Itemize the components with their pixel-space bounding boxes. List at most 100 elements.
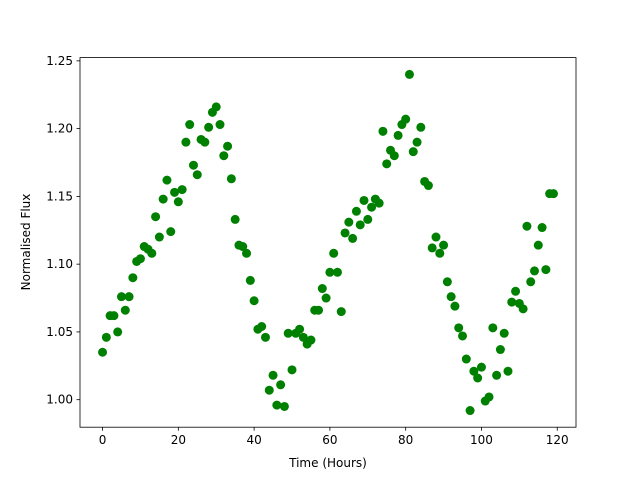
point xyxy=(147,248,157,258)
point xyxy=(408,147,418,157)
point xyxy=(166,227,176,237)
point xyxy=(200,137,210,147)
point xyxy=(404,69,414,79)
point xyxy=(416,122,426,132)
point xyxy=(450,301,460,311)
point xyxy=(154,232,164,242)
point xyxy=(158,194,168,204)
point xyxy=(230,214,240,224)
y-tick-label: 1.05 xyxy=(46,325,73,339)
point xyxy=(188,160,198,170)
x-axis-label: Time (Hours) xyxy=(288,456,367,470)
point xyxy=(469,366,479,376)
point xyxy=(272,400,282,410)
point xyxy=(374,198,384,208)
point xyxy=(499,328,509,338)
y-tick-label: 1.20 xyxy=(46,122,73,136)
point xyxy=(249,296,259,306)
point xyxy=(185,120,195,130)
point xyxy=(170,187,180,197)
point xyxy=(245,275,255,285)
point xyxy=(177,185,187,195)
point xyxy=(442,277,452,287)
point xyxy=(348,233,358,243)
x-tick-label: 0 xyxy=(99,433,107,447)
y-tick-label: 1.00 xyxy=(46,393,73,407)
point xyxy=(279,401,289,411)
point xyxy=(359,195,369,205)
point xyxy=(101,332,111,342)
point xyxy=(264,385,274,395)
point xyxy=(336,307,346,317)
point xyxy=(492,370,502,380)
point xyxy=(238,242,248,252)
point xyxy=(340,228,350,238)
point xyxy=(401,114,411,124)
point xyxy=(503,366,513,376)
point xyxy=(495,345,505,355)
x-tick-label: 120 xyxy=(546,433,569,447)
point xyxy=(465,406,475,416)
point xyxy=(446,292,456,302)
x-tick-label: 100 xyxy=(470,433,493,447)
point xyxy=(526,277,536,287)
y-tick-label: 1.10 xyxy=(46,257,73,271)
point xyxy=(151,212,161,222)
point xyxy=(192,170,202,180)
point xyxy=(260,332,270,342)
point xyxy=(389,151,399,161)
x-tick-label: 80 xyxy=(398,433,413,447)
point xyxy=(162,175,172,185)
point xyxy=(412,137,422,147)
point xyxy=(257,321,267,331)
plot-frame xyxy=(79,57,577,428)
point xyxy=(533,240,543,250)
point xyxy=(344,217,354,227)
point xyxy=(367,202,377,212)
point xyxy=(541,265,551,275)
point xyxy=(548,189,558,199)
point xyxy=(378,126,388,136)
point xyxy=(522,221,532,231)
point xyxy=(276,380,286,390)
point xyxy=(173,197,183,207)
point xyxy=(98,347,108,357)
point xyxy=(325,267,335,277)
point xyxy=(530,266,540,276)
point xyxy=(226,174,236,184)
point xyxy=(382,159,392,169)
point xyxy=(537,223,547,233)
point xyxy=(295,324,305,334)
point xyxy=(435,248,445,258)
point xyxy=(431,232,441,242)
point xyxy=(287,365,297,375)
point xyxy=(511,286,521,296)
y-axis-label: Normalised Flux xyxy=(19,194,33,291)
point xyxy=(223,141,233,151)
point xyxy=(454,323,464,333)
x-tick-label: 20 xyxy=(171,433,186,447)
point xyxy=(215,120,225,130)
x-tick-label: 40 xyxy=(246,433,261,447)
point xyxy=(439,240,449,250)
point xyxy=(306,335,316,345)
point xyxy=(363,214,373,224)
point xyxy=(355,220,365,230)
point xyxy=(393,130,403,140)
point xyxy=(135,254,145,264)
point xyxy=(113,327,123,337)
point xyxy=(518,304,528,314)
point xyxy=(116,292,126,302)
point xyxy=(298,332,308,342)
point xyxy=(181,137,191,147)
point xyxy=(268,370,278,380)
point xyxy=(314,305,324,315)
point xyxy=(329,248,339,258)
point xyxy=(204,122,214,132)
y-tick-label: 1.25 xyxy=(46,54,73,68)
y-tick-label: 1.15 xyxy=(46,189,73,203)
point xyxy=(211,102,221,112)
point xyxy=(507,297,517,307)
